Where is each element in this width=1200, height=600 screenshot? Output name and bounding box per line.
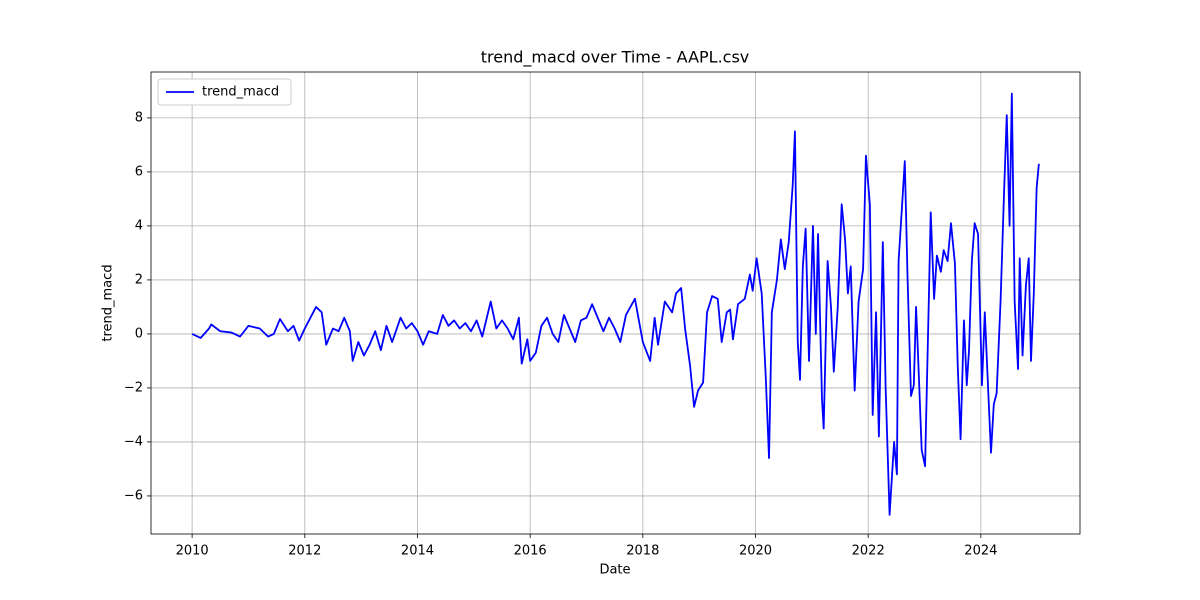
y-tick-label: −2 xyxy=(124,380,143,395)
legend-label: trend_macd xyxy=(202,85,279,100)
legend-box xyxy=(157,78,292,106)
y-tick-label: 6 xyxy=(135,164,143,179)
x-tick-label: 2020 xyxy=(739,544,772,559)
y-axis-label: trend_macd xyxy=(101,264,116,341)
y-tick-label: −4 xyxy=(124,434,143,449)
chart-title: trend_macd over Time - AAPL.csv xyxy=(481,48,750,68)
y-tick-label: 4 xyxy=(135,218,143,233)
x-tick-label: 2012 xyxy=(288,544,321,559)
x-tick-label: 2018 xyxy=(626,544,659,559)
x-tick-label: 2010 xyxy=(176,544,209,559)
y-tick-label: −6 xyxy=(124,488,143,503)
legend: trend_macd xyxy=(157,78,292,106)
x-tick-label: 2022 xyxy=(852,544,885,559)
x-tick-label: 2016 xyxy=(514,544,547,559)
y-tick-label: 8 xyxy=(135,110,143,125)
plot-frame xyxy=(150,71,1081,535)
y-tick-label: 0 xyxy=(135,326,143,341)
data-line xyxy=(191,92,1040,516)
y-tick-label: 2 xyxy=(135,272,143,287)
x-tick-label: 2014 xyxy=(401,544,434,559)
x-tick-label: 2024 xyxy=(964,544,997,559)
x-axis-label: Date xyxy=(599,563,630,578)
